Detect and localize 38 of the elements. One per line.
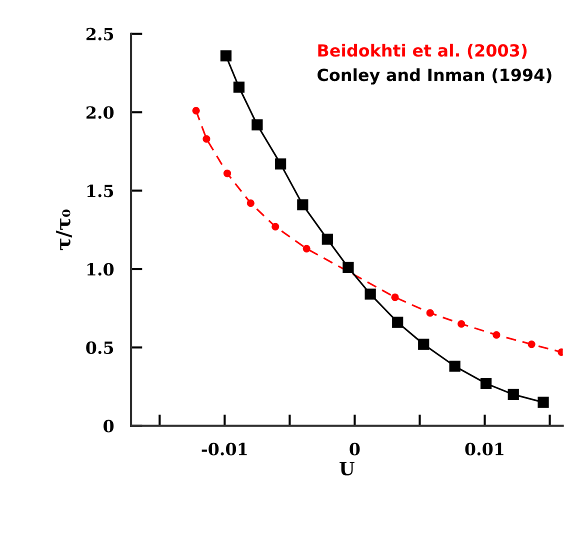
point	[449, 360, 460, 372]
point	[426, 309, 434, 317]
point	[322, 234, 333, 245]
y-axis-title: τ/τ₀	[56, 209, 72, 250]
point	[538, 396, 549, 408]
y-tick-label: 2.0	[86, 106, 114, 119]
point	[252, 119, 263, 130]
point	[297, 199, 308, 210]
point	[418, 338, 430, 350]
point	[480, 378, 492, 390]
point	[508, 388, 519, 400]
point	[392, 316, 404, 328]
x-tick-label: 0	[350, 442, 360, 456]
x-tick-label: -0.01	[202, 442, 247, 456]
point	[246, 199, 254, 207]
point	[342, 262, 354, 274]
y-tick-label: 1.5	[87, 184, 114, 198]
point	[492, 331, 500, 339]
y-tick-label: 2.5	[86, 28, 114, 40]
text: Conley and Inman (1994)	[318, 68, 552, 85]
point	[233, 82, 245, 93]
y-tick-label: 0	[104, 420, 114, 432]
point	[192, 106, 200, 114]
point	[272, 222, 280, 231]
point	[275, 158, 286, 170]
point	[391, 293, 399, 302]
y-tick-label: 1.0	[87, 263, 114, 276]
x-axis-title: U	[340, 462, 354, 476]
point	[302, 244, 310, 252]
point	[202, 135, 210, 143]
point	[223, 170, 232, 178]
x-tick-label: 0.01	[465, 442, 504, 456]
point	[458, 320, 466, 328]
y-tick-label: 0.5	[86, 341, 114, 354]
point	[220, 50, 232, 62]
point	[364, 288, 376, 300]
text: Beidokhti et al. (2003)	[318, 44, 527, 59]
point	[528, 340, 536, 348]
